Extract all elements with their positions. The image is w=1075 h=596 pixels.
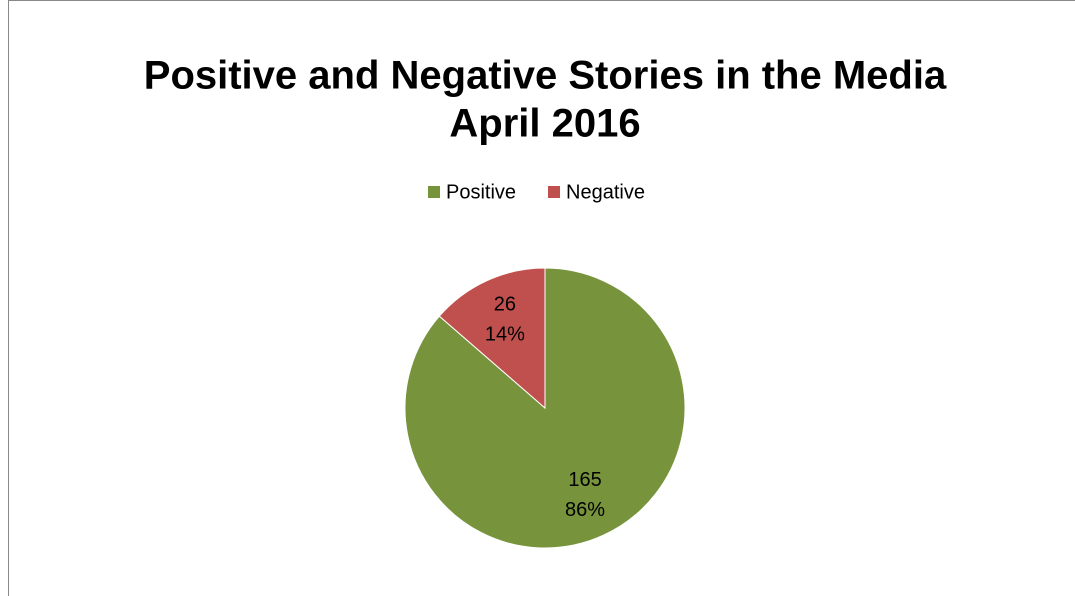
data-label: 26 [494,293,516,315]
legend-swatch [548,186,560,198]
pie-slice [438,267,546,410]
chart-title: April 2016 [449,102,640,146]
data-label: 86% [565,499,605,521]
data-label: 14% [485,323,525,345]
chart-title: Positive and Negative Stories in the Med… [144,54,947,98]
data-label: 165 [568,469,601,491]
legend-label: Negative [566,181,645,203]
legend-swatch [428,186,440,198]
legend-label: Positive [446,181,516,203]
